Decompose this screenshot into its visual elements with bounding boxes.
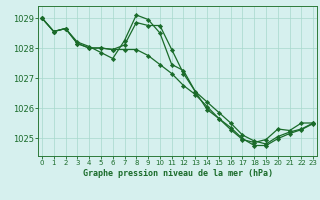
X-axis label: Graphe pression niveau de la mer (hPa): Graphe pression niveau de la mer (hPa) (83, 169, 273, 178)
